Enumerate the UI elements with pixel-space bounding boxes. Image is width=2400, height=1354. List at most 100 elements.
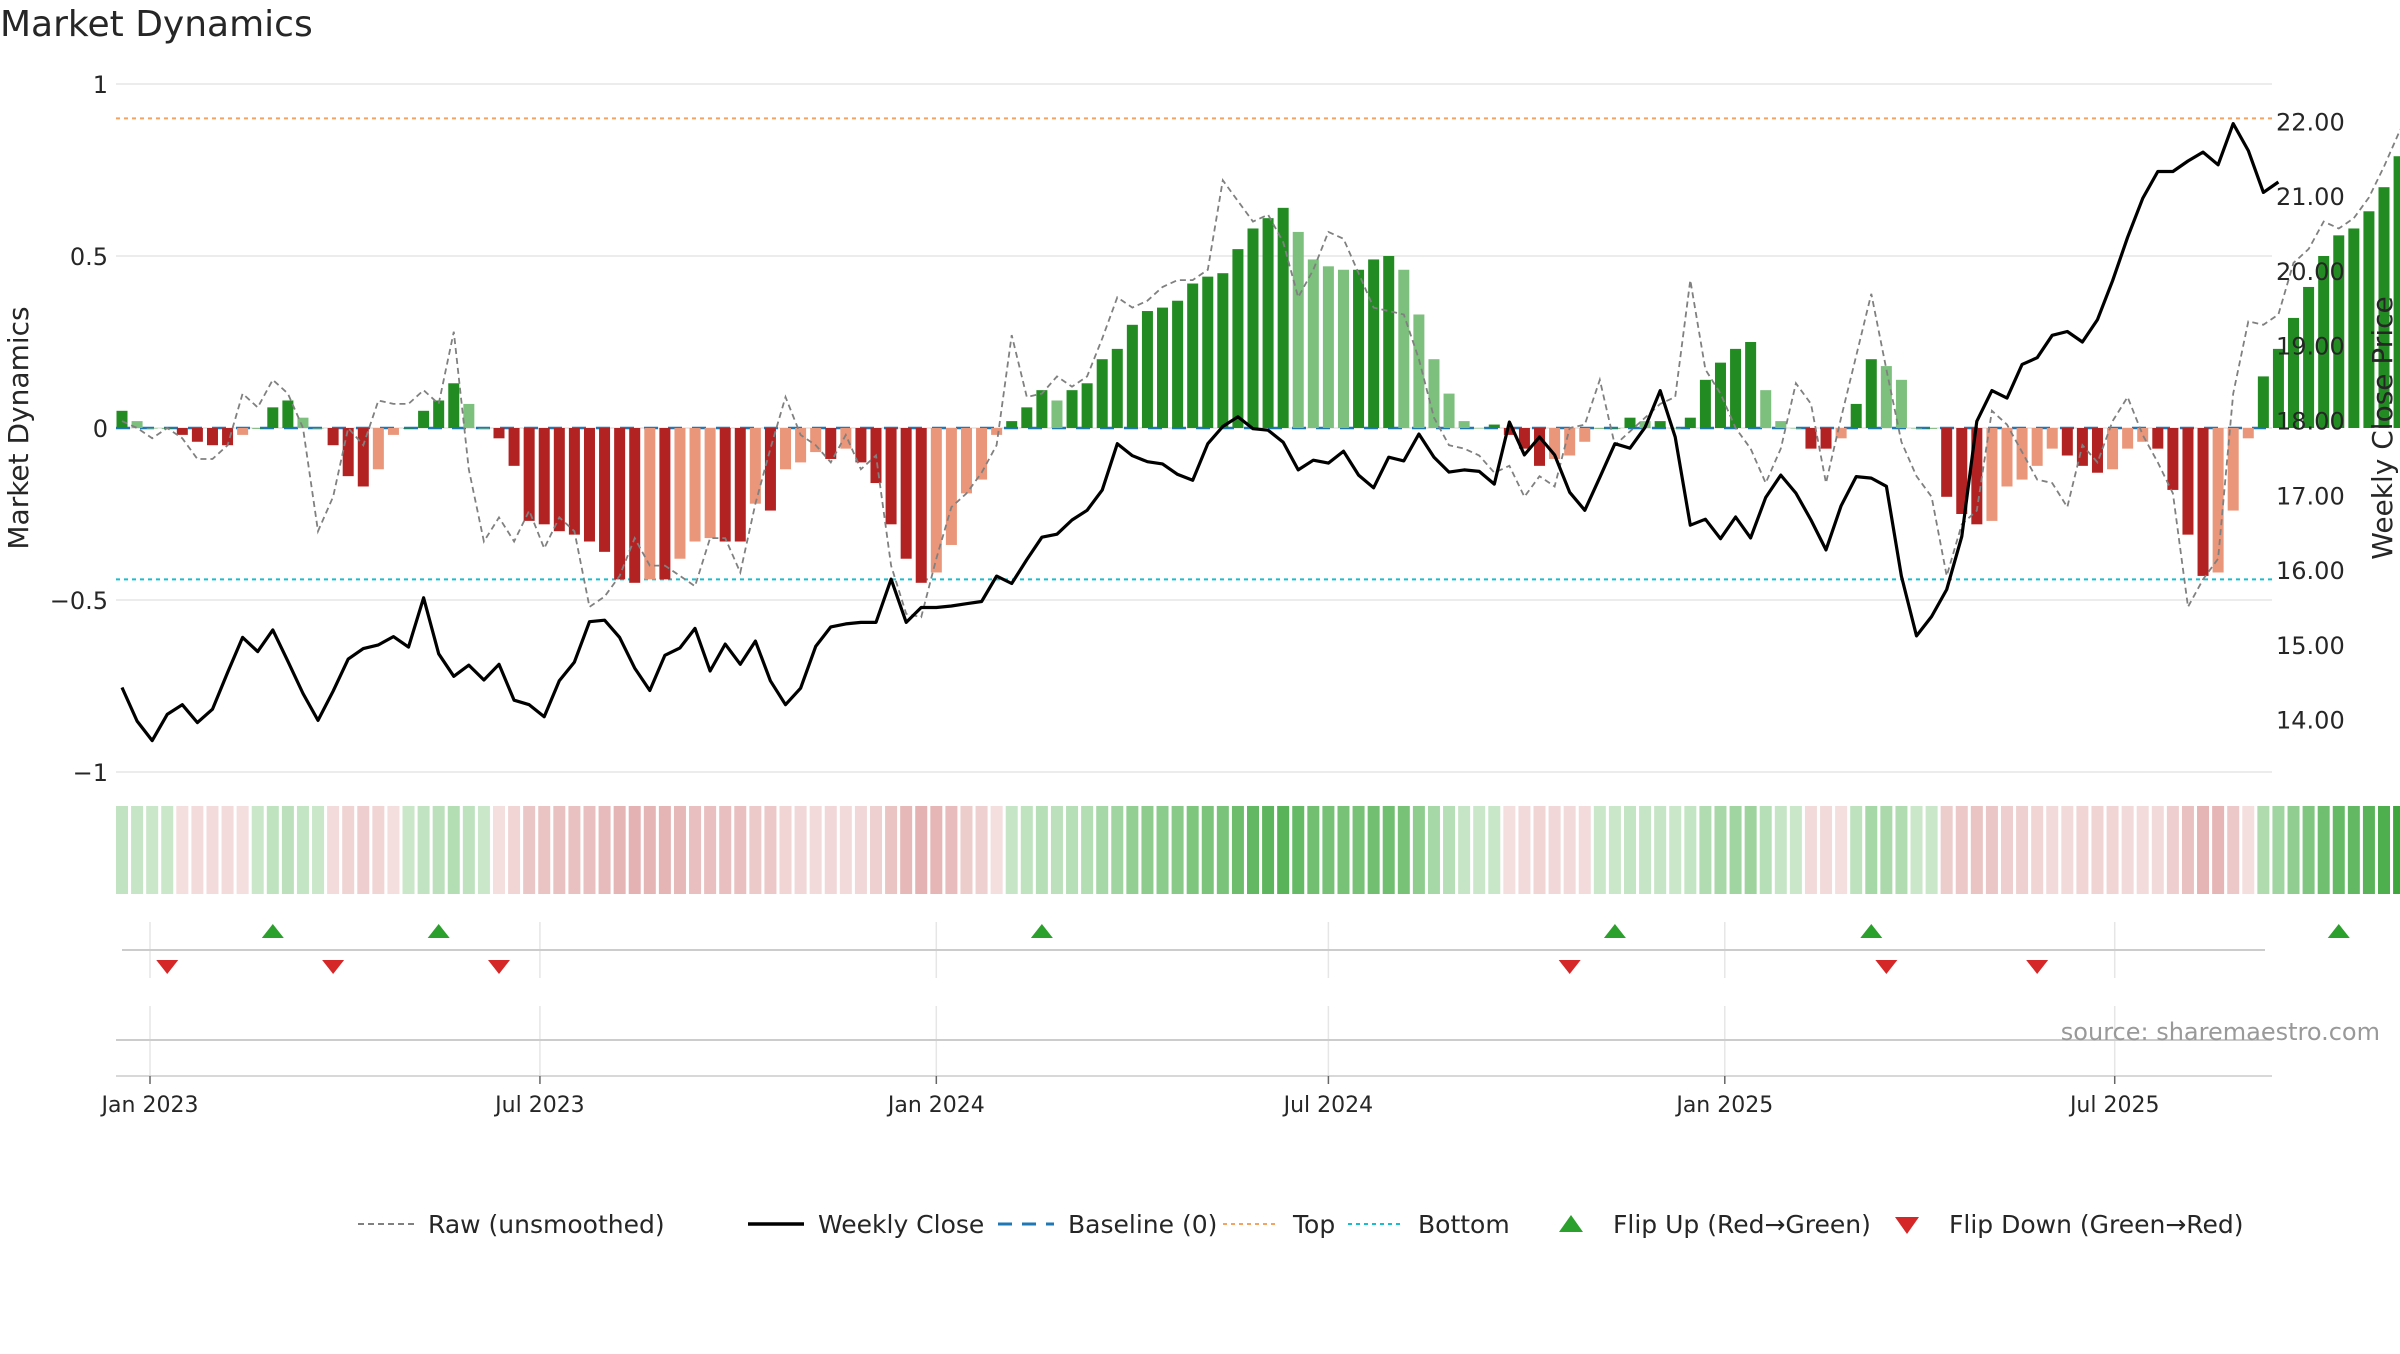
y2-tick-label: 17.00 bbox=[2276, 482, 2345, 510]
strip-cell bbox=[825, 806, 837, 894]
bar bbox=[1353, 270, 1364, 428]
flip-panel bbox=[116, 922, 2350, 1076]
strip-cell bbox=[764, 806, 776, 894]
bar bbox=[1263, 218, 1274, 428]
x-tick-label: Jul 2024 bbox=[1282, 1093, 1374, 1118]
bar bbox=[494, 428, 505, 438]
strip-cell bbox=[2378, 806, 2390, 894]
strip-cell bbox=[870, 806, 882, 894]
bar bbox=[524, 428, 535, 521]
bar bbox=[1594, 428, 1605, 429]
bar bbox=[373, 428, 384, 469]
strip-cell bbox=[674, 806, 686, 894]
strip-cell bbox=[1413, 806, 1425, 894]
strip-cell bbox=[689, 806, 701, 894]
strip-cell bbox=[2122, 806, 2134, 894]
strip-cell bbox=[855, 806, 867, 894]
flip-down-marker bbox=[156, 960, 178, 974]
bar bbox=[554, 428, 565, 531]
strip-cell bbox=[131, 806, 143, 894]
strip-cell bbox=[206, 806, 218, 894]
strip-cell bbox=[508, 806, 520, 894]
bar bbox=[1881, 366, 1892, 428]
regime-strip bbox=[116, 806, 2400, 894]
bar bbox=[1112, 349, 1123, 428]
bar bbox=[1474, 428, 1485, 429]
strip-cell bbox=[2318, 806, 2330, 894]
strip-cell bbox=[448, 806, 460, 894]
strip-cell bbox=[1684, 806, 1696, 894]
strip-cell bbox=[2137, 806, 2149, 894]
bar bbox=[1142, 311, 1153, 428]
strip-cell bbox=[1202, 806, 1214, 894]
bar bbox=[1338, 270, 1349, 428]
strip-cell bbox=[1564, 806, 1576, 894]
bar bbox=[690, 428, 701, 542]
strip-cell bbox=[1941, 806, 1953, 894]
strip-cell bbox=[2227, 806, 2239, 894]
bar bbox=[735, 428, 746, 542]
bar bbox=[2243, 428, 2254, 438]
x-tick-label: Jan 2023 bbox=[100, 1093, 199, 1118]
strip-cell bbox=[493, 806, 505, 894]
flip-down-marker bbox=[488, 960, 510, 974]
strip-cell bbox=[629, 806, 641, 894]
bar bbox=[2167, 428, 2178, 490]
bar bbox=[1157, 308, 1168, 428]
bar bbox=[388, 428, 399, 435]
bar bbox=[1805, 428, 1816, 449]
strip-cell bbox=[1458, 806, 1470, 894]
strip-cell bbox=[116, 806, 128, 894]
strip-cell bbox=[1730, 806, 1742, 894]
strip-cell bbox=[478, 806, 490, 894]
y2-tick-label: 14.00 bbox=[2276, 707, 2345, 735]
strip-cell bbox=[1956, 806, 1968, 894]
bar bbox=[840, 428, 851, 449]
strip-cell bbox=[1337, 806, 1349, 894]
strip-cell bbox=[146, 806, 158, 894]
bar bbox=[599, 428, 610, 552]
bar bbox=[1745, 342, 1756, 428]
bar bbox=[569, 428, 580, 535]
strip-cell bbox=[1126, 806, 1138, 894]
strip-cell bbox=[1353, 806, 1365, 894]
bar bbox=[1866, 359, 1877, 428]
strip-cell bbox=[1247, 806, 1259, 894]
bar bbox=[313, 428, 324, 429]
bar bbox=[1579, 428, 1590, 442]
bar bbox=[2152, 428, 2163, 449]
strip-cell bbox=[1865, 806, 1877, 894]
strip-cell bbox=[1895, 806, 1907, 894]
bar bbox=[1655, 421, 1666, 428]
flip-down-marker bbox=[1875, 960, 1897, 974]
bar bbox=[1293, 232, 1304, 428]
strip-cell bbox=[267, 806, 279, 894]
strip-cell bbox=[2046, 806, 2058, 894]
x-tick-label: Jan 2025 bbox=[1674, 1093, 1773, 1118]
strip-cell bbox=[2212, 806, 2224, 894]
strip-cell bbox=[1639, 806, 1651, 894]
strip-cell bbox=[644, 806, 656, 894]
strip-cell bbox=[2091, 806, 2103, 894]
legend-swatch bbox=[1895, 1217, 1919, 1234]
bar bbox=[1911, 428, 1922, 429]
bar bbox=[192, 428, 203, 442]
strip-cell bbox=[2272, 806, 2284, 894]
bar bbox=[2182, 428, 2193, 535]
bar bbox=[1398, 270, 1409, 428]
strip-cell bbox=[252, 806, 264, 894]
flip-up-marker bbox=[2328, 924, 2350, 938]
strip-cell bbox=[1820, 806, 1832, 894]
strip-cell bbox=[1594, 806, 1606, 894]
y-tick-label: −1 bbox=[73, 759, 108, 787]
bar bbox=[855, 428, 866, 462]
strip-cell bbox=[2333, 806, 2345, 894]
bar bbox=[629, 428, 640, 583]
bar bbox=[403, 428, 414, 429]
bar bbox=[1127, 325, 1138, 428]
strip-cell bbox=[1699, 806, 1711, 894]
weekly-close-series bbox=[122, 124, 2278, 741]
strip-cell bbox=[1036, 806, 1048, 894]
